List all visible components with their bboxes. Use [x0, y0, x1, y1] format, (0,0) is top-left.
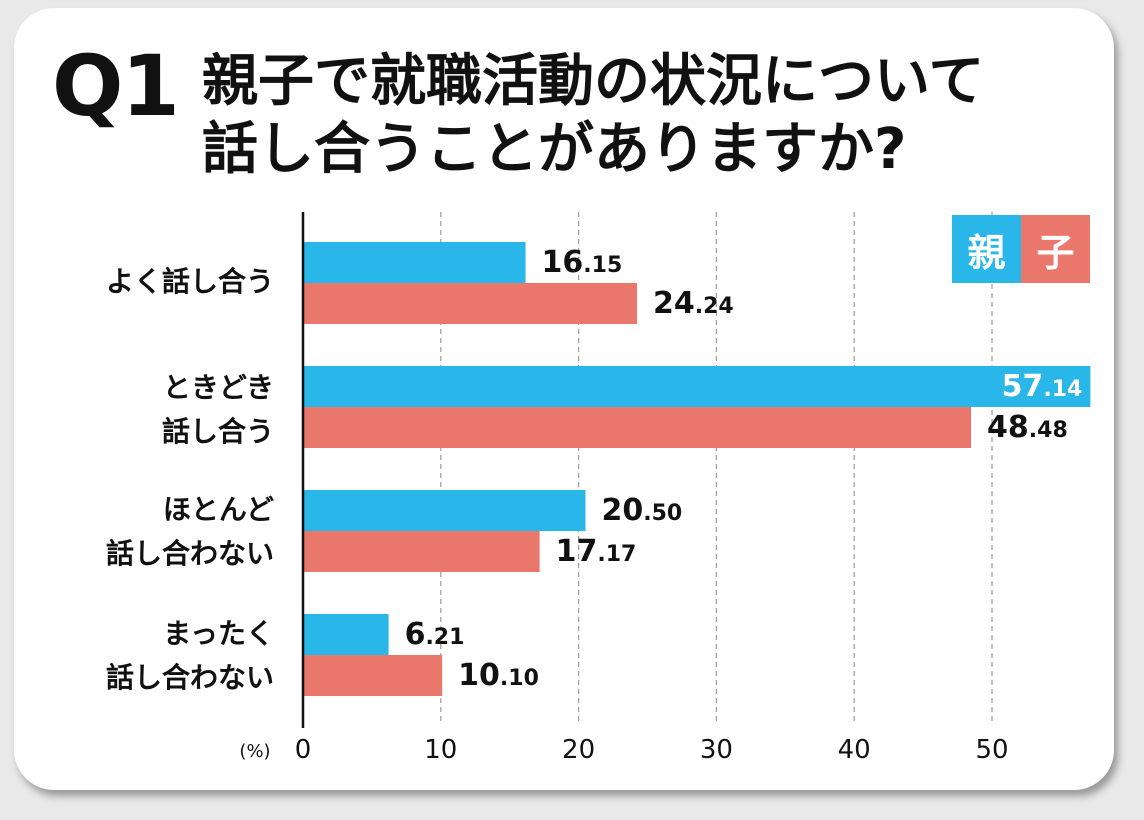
x-tick-label-20: 20 — [562, 735, 595, 765]
x-tick-label-40: 40 — [838, 735, 871, 765]
bar-parent-2 — [303, 366, 1091, 407]
x-unit-label: (%) — [239, 741, 270, 762]
legend-item-parent: 親 — [952, 215, 1021, 283]
bar-child-3 — [303, 531, 540, 572]
bar-child-1 — [303, 283, 638, 324]
bar-parent-3 — [303, 490, 586, 531]
x-tick-label-10: 10 — [424, 735, 457, 765]
value-label-parent-1: 16.15 — [542, 245, 623, 280]
bar-child-2 — [303, 407, 972, 448]
value-label-child-4: 10.10 — [458, 658, 539, 693]
question-title: 親子で就職活動の状況について 話し合うことがありますか? — [202, 49, 985, 182]
category-label-1: よく話し合う — [105, 265, 274, 298]
legend-item-child: 子 — [1021, 215, 1090, 283]
value-label-parent-4: 6.21 — [405, 617, 465, 652]
value-label-child-1: 24.24 — [653, 286, 734, 321]
category-label-2: ときどき 話し合う — [161, 371, 274, 448]
bar-child-4 — [303, 655, 443, 696]
value-label-parent-2: 57.14 — [1002, 369, 1083, 404]
x-tick-label-0: 0 — [295, 735, 312, 765]
bar-parent-4 — [303, 614, 389, 655]
value-label-child-2: 48.48 — [987, 410, 1068, 445]
legend: 親 子 — [952, 215, 1090, 283]
bar-parent-1 — [303, 242, 526, 283]
question-number: Q1 — [52, 37, 180, 135]
value-label-parent-3: 20.50 — [601, 493, 682, 528]
category-label-3: ほとんど 話し合わない — [105, 493, 274, 570]
x-tick-label-30: 30 — [700, 735, 733, 765]
value-label-child-3: 17.17 — [556, 534, 637, 569]
category-label-4: まったく 話し合わない — [105, 617, 274, 694]
x-tick-label-50: 50 — [975, 735, 1008, 765]
